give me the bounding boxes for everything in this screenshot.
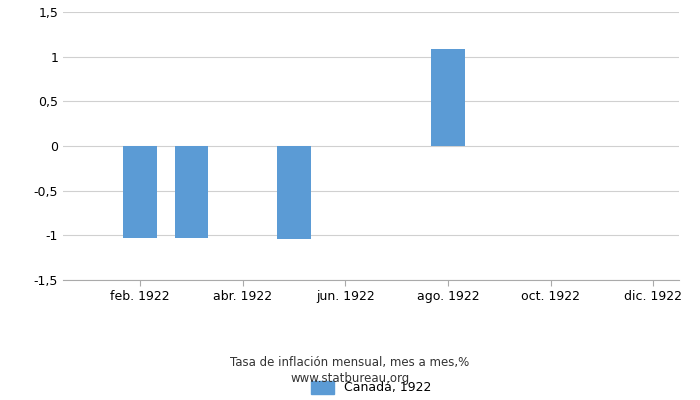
Text: www.statbureau.org: www.statbureau.org xyxy=(290,372,410,385)
Text: Tasa de inflación mensual, mes a mes,%: Tasa de inflación mensual, mes a mes,% xyxy=(230,356,470,369)
Bar xyxy=(431,49,465,146)
Legend: Canadá, 1922: Canadá, 1922 xyxy=(311,381,431,394)
Bar xyxy=(123,146,157,238)
Bar xyxy=(174,146,208,238)
Bar xyxy=(277,146,311,239)
